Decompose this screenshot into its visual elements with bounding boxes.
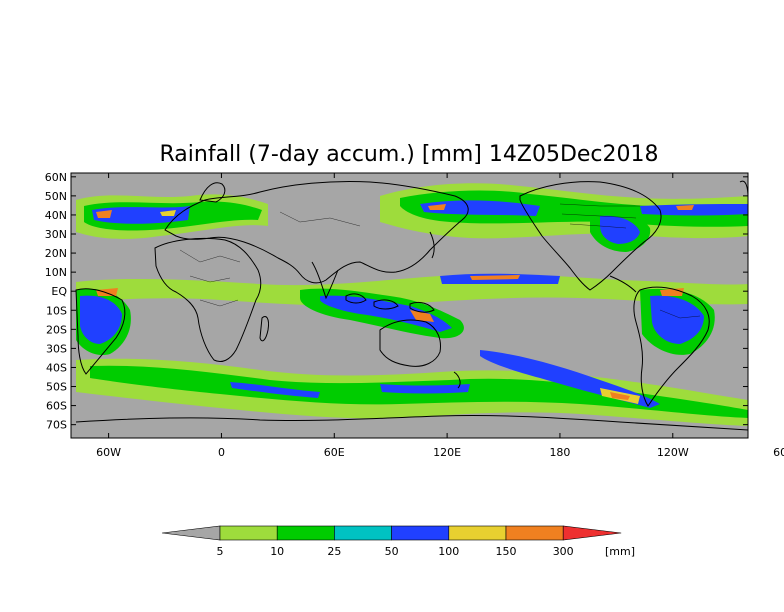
- longitude-axis: 60W 0 60E 120E 180 120W 60W: [96, 173, 784, 459]
- lon-tick-label: 120E: [433, 446, 461, 459]
- colorbar-level-label: 5: [217, 545, 224, 558]
- colorbar-level-label: 150: [496, 545, 517, 558]
- lon-tick-label: 120W: [657, 446, 689, 459]
- colorbar-level-label: 50: [385, 545, 399, 558]
- colorbar-swatch: [276, 525, 335, 541]
- lat-tick-label: 20N: [45, 247, 67, 260]
- colorbar-level-label: 10: [270, 545, 284, 558]
- lat-tick-label: 60N: [45, 171, 67, 184]
- lon-tick-label: 180: [549, 446, 570, 459]
- rainfall-field: [76, 183, 748, 426]
- map-title: Rainfall (7-day accum.) [mm] 14Z05Dec201…: [159, 142, 658, 167]
- lat-tick-label: 50S: [46, 381, 67, 394]
- colorbar-level-label: 25: [327, 545, 341, 558]
- lat-tick-label: EQ: [51, 285, 67, 298]
- lat-tick-label: 20S: [46, 323, 67, 336]
- coastlines: [75, 180, 748, 431]
- lon-tick-label: 60W: [773, 446, 784, 459]
- lat-tick-label: 40S: [46, 361, 67, 374]
- map-frame: [70, 172, 749, 439]
- colorbar-level-label: 300: [553, 545, 574, 558]
- map-panel: [70, 172, 749, 439]
- colorbar-swatch: [448, 525, 507, 541]
- colorbar-swatch: [334, 525, 392, 541]
- lon-tick-label: 60W: [96, 446, 121, 459]
- colorbar-swatch: [219, 525, 278, 541]
- lon-tick-label: 0: [218, 446, 225, 459]
- country-borders: [179, 203, 701, 319]
- lat-tick-label: 50N: [45, 190, 67, 203]
- lat-tick-label: 10S: [46, 304, 67, 317]
- lat-tick-label: 10N: [45, 266, 67, 279]
- colorbar-over-arrow: [562, 525, 622, 541]
- lat-tick-label: 30S: [46, 342, 67, 355]
- lat-tick-label: 30N: [45, 228, 67, 241]
- latitude-axis: 60N 50N 40N 30N 20N 10N EQ 10S 20S 30S 40S 50S 60S 70…: [45, 171, 748, 432]
- colorbar-level-label: 100: [438, 545, 459, 558]
- colorbar-under-arrow: [161, 525, 221, 541]
- colorbar-legend: 5 10 25 50 100 150 300 [mm]: [161, 525, 635, 558]
- lon-tick-label: 60E: [324, 446, 345, 459]
- lat-tick-label: 40N: [45, 209, 67, 222]
- lat-tick-label: 70S: [46, 419, 67, 432]
- colorbar-swatch: [505, 525, 564, 541]
- colorbar-unit-label: [mm]: [605, 545, 635, 558]
- colorbar-swatch: [391, 525, 450, 541]
- lat-tick-label: 60S: [46, 400, 67, 413]
